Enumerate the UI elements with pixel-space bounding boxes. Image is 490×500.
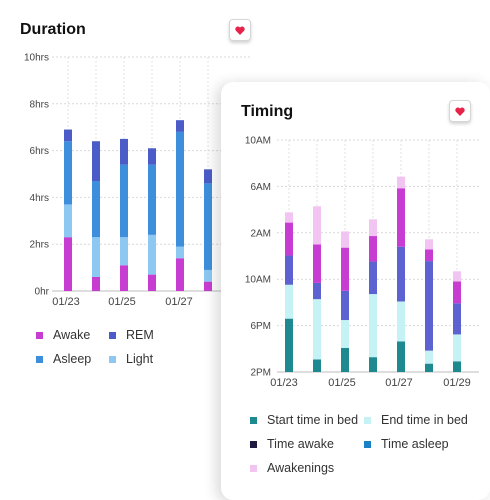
legend-swatch xyxy=(109,355,116,363)
legend-label: Asleep xyxy=(53,352,92,366)
y-tick-label: 10AM xyxy=(245,275,271,286)
duration-favorite-button[interactable] xyxy=(229,19,251,41)
legend-swatch xyxy=(250,464,257,472)
legend-label: Time awake xyxy=(267,437,334,451)
y-tick-label: 2AM xyxy=(250,228,271,239)
y-tick-label: 10AM xyxy=(245,136,271,147)
y-tick-label: 4hrs xyxy=(30,193,49,204)
x-tick-label: 01/23 xyxy=(270,377,298,389)
legend-swatch xyxy=(250,440,257,448)
legend-swatch xyxy=(109,331,116,339)
x-tick-label: 01/29 xyxy=(443,377,471,389)
y-tick-label: 6AM xyxy=(250,182,271,193)
x-tick-label: 01/23 xyxy=(52,296,80,308)
legend-label: Start time in bed xyxy=(267,413,359,427)
timing-title: Timing xyxy=(241,103,294,120)
legend-item-time-awake: Time awake xyxy=(250,437,334,451)
x-tick-label: 01/25 xyxy=(328,377,356,389)
legend-item-awakenings: Awakenings xyxy=(250,461,334,475)
y-tick-label: 0hr xyxy=(35,287,50,298)
legend-label: Awake xyxy=(53,328,91,342)
legend-swatch xyxy=(36,331,43,339)
legend-swatch xyxy=(364,440,371,448)
legend-item-rem: REM xyxy=(109,328,154,342)
legend-item-asleep: Asleep xyxy=(36,352,91,366)
y-tick-label: 8hrs xyxy=(30,99,49,110)
y-tick-label: 2hrs xyxy=(30,240,49,251)
duration-chart: 0hr 2hrs 4hrs 6hrs 8hrs 10hrs 01/23 01/25 01/27 xyxy=(24,53,250,308)
timing-favorite-button[interactable] xyxy=(449,100,471,122)
legend-item-time-asleep: Time asleep xyxy=(364,437,449,451)
legend-swatch xyxy=(364,416,371,424)
heart-icon xyxy=(235,26,245,35)
legend-swatch xyxy=(250,416,257,424)
legend-item-awake: Awake xyxy=(36,328,90,342)
y-tick-label: 10hrs xyxy=(24,53,49,64)
timing-card: Timing 2PM 6PM 10AM 2AM 6AM 10AM 01/23 01/25 01/… xyxy=(221,82,490,500)
y-tick-label: 6hrs xyxy=(30,146,49,157)
y-tick-label: 6PM xyxy=(250,321,271,332)
timing-chart: 2PM 6PM 10AM 2AM 6AM 10AM 01/23 01/25 01/27 01/29 xyxy=(245,136,479,389)
heart-icon xyxy=(455,107,465,116)
duration-title: Duration xyxy=(20,21,86,38)
legend-item-start-time: Start time in bed xyxy=(250,413,358,427)
x-tick-label: 01/25 xyxy=(108,296,136,308)
x-tick-label: 01/27 xyxy=(165,296,193,308)
x-tick-label: 01/27 xyxy=(385,377,413,389)
legend-swatch xyxy=(36,355,43,363)
legend-item-light: Light xyxy=(109,352,153,366)
legend-label: End time in bed xyxy=(381,413,468,427)
legend-label: Awakenings xyxy=(267,461,335,475)
duration-card: Duration 0hr 2hrs 4hrs 6hrs 8hrs 10hrs 01/23 01… xyxy=(0,0,262,420)
legend-item-end-time: End time in bed xyxy=(364,413,468,427)
legend-label: REM xyxy=(126,328,154,342)
legend-label: Time asleep xyxy=(381,437,449,451)
legend-label: Light xyxy=(126,352,154,366)
y-tick-label: 2PM xyxy=(250,368,271,379)
